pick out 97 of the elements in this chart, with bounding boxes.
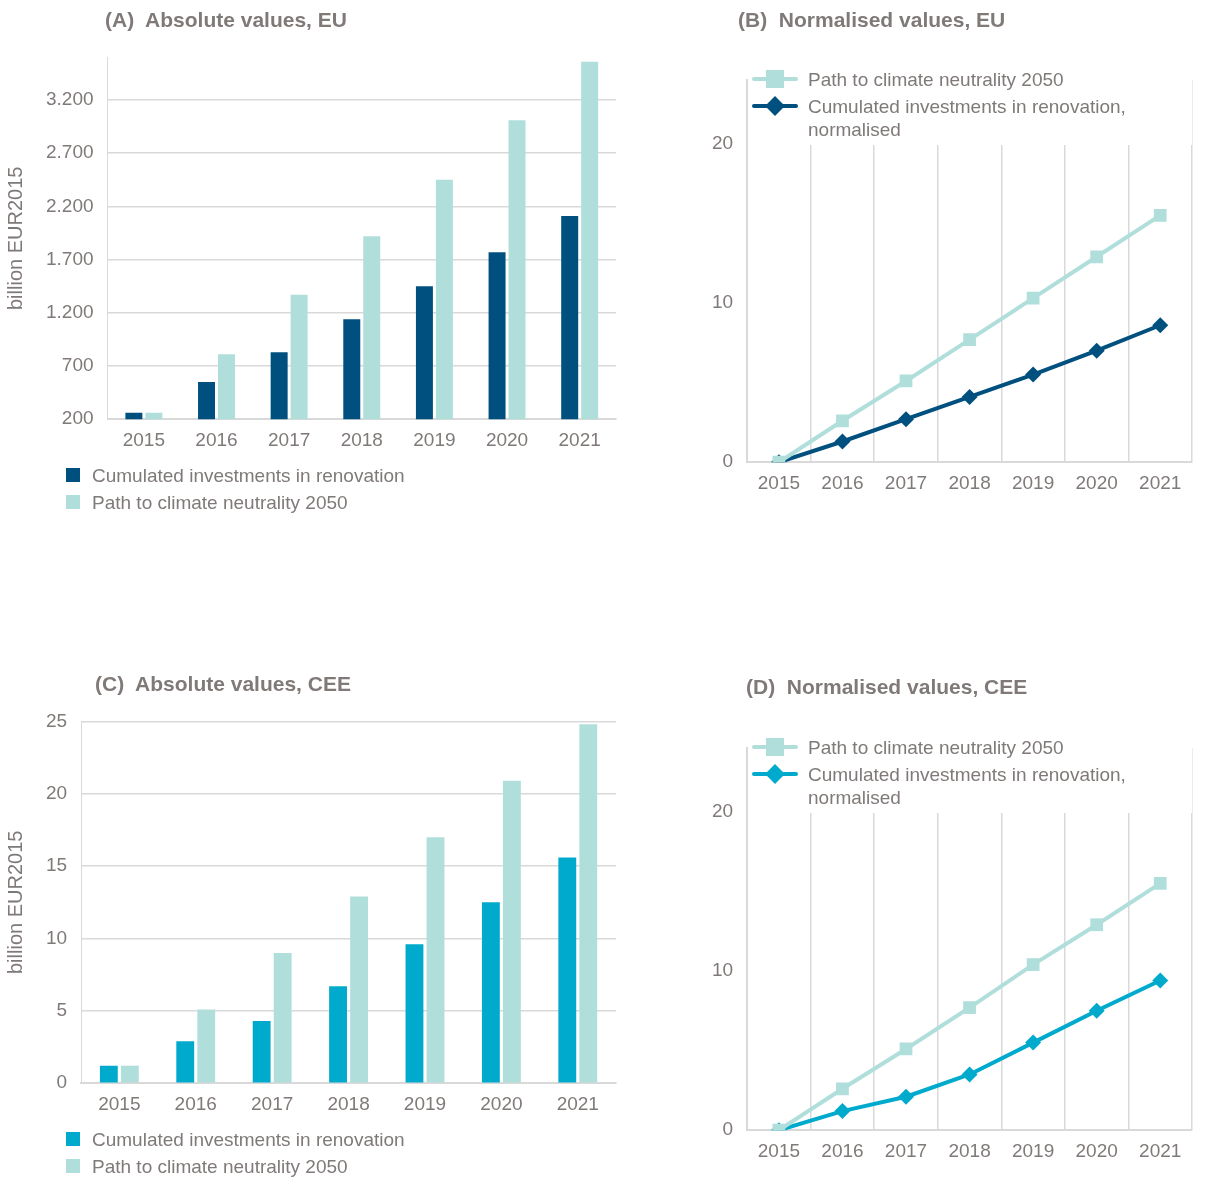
bar [481, 902, 500, 1083]
y-tick-label: 20 [711, 799, 734, 821]
x-tick-label: 2019 [1011, 1139, 1055, 1161]
x-tick-label: 2018 [948, 471, 991, 493]
x-tick-label: 2016 [821, 1139, 864, 1161]
legend-label: Cumulated investments in renovation [92, 464, 405, 487]
y-axis-title: billion EUR2015 [3, 830, 26, 975]
legend-label: Path to climate neutrality 2050 [92, 1155, 348, 1178]
x-tick-label: 2016 [195, 428, 238, 450]
y-tick-label: 0 [56, 1071, 68, 1093]
y-tick-label: 15 [45, 854, 68, 876]
x-tick-label: 2019 [413, 428, 456, 450]
y-tick-label: 1.700 [46, 247, 94, 269]
y-tick-label: 200 [61, 407, 94, 429]
y-tick-label: 20 [45, 781, 68, 803]
y-tick-label: 10 [45, 926, 68, 948]
x-tick-label: 2020 [1075, 471, 1118, 493]
point [834, 1103, 851, 1120]
point [1152, 972, 1169, 989]
point [1026, 291, 1040, 305]
y-tick-label: 25 [45, 709, 68, 731]
x-tick-label: 2018 [948, 1139, 991, 1161]
legend-label: Path to climate neutrality 2050 [808, 736, 1064, 759]
chart-title: (B) Normalised values, EU [738, 8, 1006, 32]
chart-title: (A) Absolute values, EU [105, 8, 347, 32]
bar [120, 1065, 139, 1083]
x-tick-label: 2018 [340, 428, 383, 450]
x-tick-label: 2016 [821, 471, 864, 493]
x-tick-label: 2021 [556, 1092, 599, 1114]
point [1025, 366, 1042, 383]
x-tick-label: 2015 [122, 428, 166, 450]
legend-label: Cumulated investments in renovation [92, 1128, 405, 1151]
y-tick-label: 10 [711, 959, 734, 981]
y-tick-label: 20 [711, 131, 734, 153]
x-tick-label: 2019 [403, 1092, 447, 1114]
point [1153, 877, 1167, 890]
x-tick-label: 2015 [757, 1139, 801, 1161]
legend-label: Path to climate neutrality 2050 [92, 491, 348, 514]
x-tick-label: 2020 [1075, 1139, 1118, 1161]
x-tick-label: 2019 [1011, 471, 1055, 493]
point [1025, 1034, 1042, 1051]
x-tick-label: 2015 [757, 471, 801, 493]
x-tick-label: 2017 [251, 1092, 294, 1114]
x-tick-label: 2015 [98, 1092, 141, 1114]
x-tick-label: 2017 [884, 1139, 928, 1161]
bar [426, 837, 445, 1083]
y-tick-label: 3.200 [46, 88, 94, 110]
x-tick-label: 2016 [174, 1092, 217, 1114]
legend-label: Cumulated investments in renovation, normalised [808, 95, 1127, 141]
x-tick-label: 2017 [268, 428, 311, 450]
bar [176, 1041, 195, 1083]
bar [405, 944, 424, 1083]
y-tick-label: 5 [56, 999, 68, 1021]
bar [558, 857, 577, 1083]
y-axis-title: billion EUR2015 [3, 166, 26, 311]
point [898, 411, 915, 428]
x-tick-label: 2017 [884, 471, 928, 493]
point [1152, 317, 1169, 334]
y-tick-label: 1.200 [46, 301, 94, 323]
y-tick-label: 0 [722, 1118, 734, 1140]
bar [99, 1065, 118, 1083]
point [836, 414, 849, 428]
point [1090, 250, 1104, 264]
bar [502, 780, 521, 1083]
chart-title: (C) Absolute values, CEE [95, 672, 351, 696]
y-tick-label: 0 [722, 450, 734, 472]
y-tick-label: 2.700 [46, 141, 94, 163]
bar [579, 724, 598, 1083]
bar [350, 896, 368, 1083]
bar [273, 952, 292, 1083]
x-tick-label: 2021 [558, 428, 601, 450]
bar [329, 986, 347, 1083]
point [963, 1001, 976, 1014]
chart-title: (D) Normalised values, CEE [746, 675, 1028, 699]
point [961, 388, 978, 405]
bar [252, 1020, 271, 1083]
legend-label: Cumulated investments in renovation, normalised [808, 763, 1127, 809]
point [834, 433, 851, 450]
point [836, 1082, 849, 1096]
point [898, 1088, 915, 1105]
x-tick-label: 2020 [485, 428, 529, 450]
x-tick-label: 2021 [1139, 471, 1182, 493]
point [1090, 918, 1104, 932]
point [961, 1066, 978, 1083]
x-tick-label: 2020 [480, 1092, 523, 1114]
point [1026, 958, 1040, 971]
point [1088, 342, 1105, 359]
y-tick-label: 2.200 [46, 194, 94, 216]
bar [197, 1009, 216, 1083]
point [1088, 1002, 1105, 1019]
y-tick-label: 10 [711, 291, 734, 313]
point [963, 333, 976, 346]
y-tick-label: 700 [61, 354, 94, 376]
legend-label: Path to climate neutrality 2050 [808, 68, 1064, 91]
point [1153, 209, 1167, 222]
x-tick-label: 2021 [1139, 1139, 1182, 1161]
x-tick-label: 2018 [327, 1092, 370, 1114]
